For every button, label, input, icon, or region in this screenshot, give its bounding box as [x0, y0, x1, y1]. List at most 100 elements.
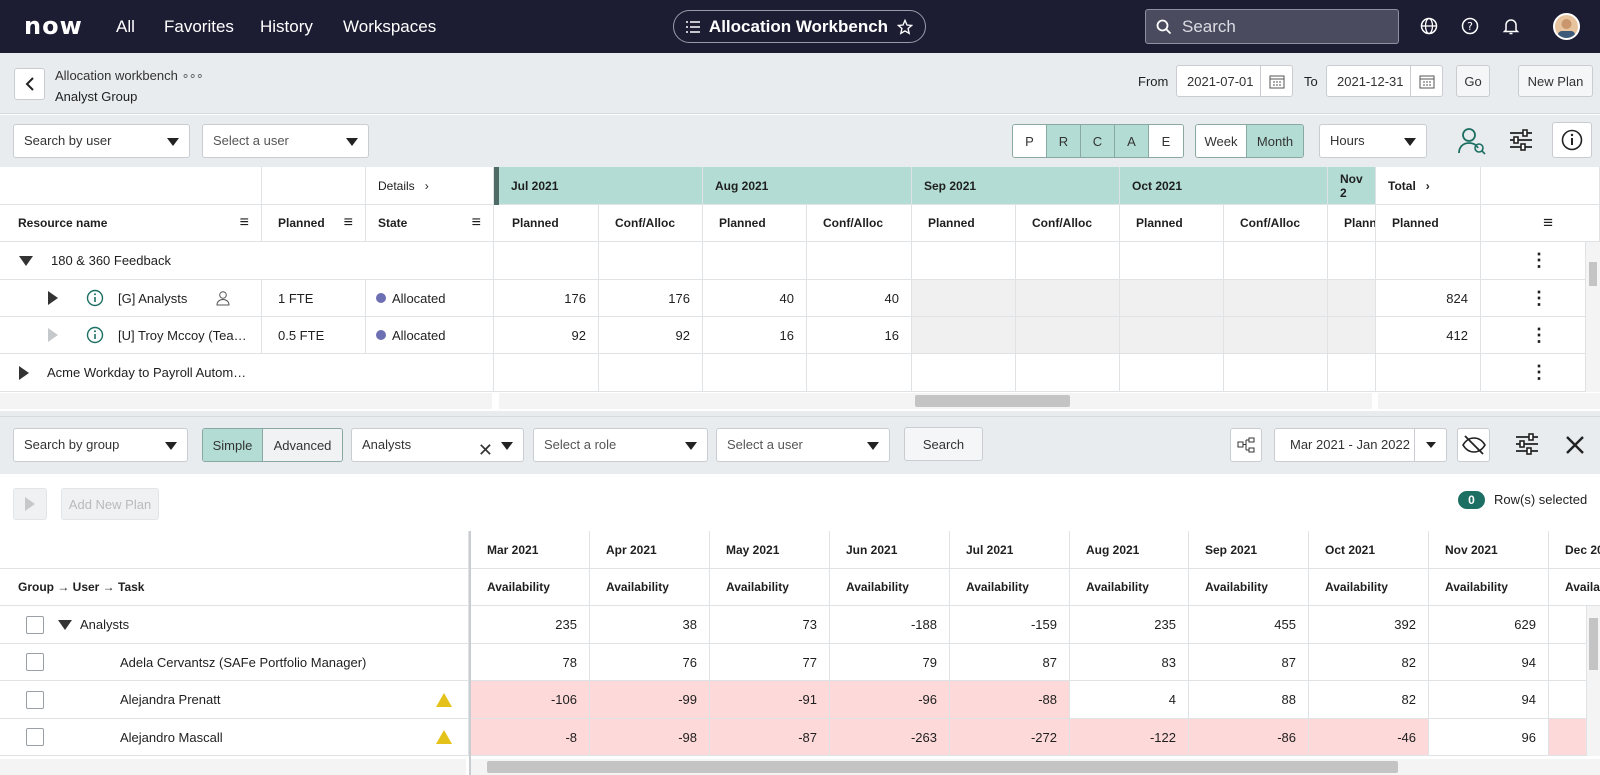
date-range-dropdown[interactable]: Mar 2021 - Jan 2022: [1274, 428, 1447, 462]
table-row[interactable]: [U] Troy Mccoy (Tea…: [0, 317, 262, 354]
back-button[interactable]: [14, 68, 45, 100]
group-select[interactable]: Analysts ✕: [351, 428, 524, 462]
simple-toggle[interactable]: Simple: [203, 429, 263, 461]
info-icon[interactable]: [86, 326, 104, 344]
state-c-toggle[interactable]: C: [1081, 125, 1115, 157]
row-actions-icon[interactable]: ⋮: [1481, 242, 1586, 280]
grid-cell[interactable]: 16: [703, 317, 807, 354]
row-checkbox[interactable]: [26, 728, 44, 746]
sliders-icon[interactable]: [1509, 129, 1533, 151]
horizontal-scrollbar[interactable]: [0, 759, 466, 775]
run-button[interactable]: [13, 488, 47, 520]
scrollbar-thumb[interactable]: [487, 761, 1398, 773]
add-new-plan-button[interactable]: Add New Plan: [61, 488, 159, 520]
row-actions-icon[interactable]: ⋮: [1481, 354, 1586, 392]
panel-divider[interactable]: [0, 411, 1600, 416]
close-icon[interactable]: [1565, 435, 1585, 455]
scrollbar-thumb[interactable]: [1589, 618, 1598, 670]
search-button[interactable]: Search: [904, 427, 983, 461]
collapse-icon[interactable]: [19, 255, 33, 266]
details-header[interactable]: Details ›: [366, 167, 494, 205]
to-date-field[interactable]: 2021-12-31: [1326, 65, 1443, 97]
row-actions-icon[interactable]: ⋮: [1481, 280, 1586, 317]
calendar-icon[interactable]: [1410, 66, 1442, 96]
servicenow-logo[interactable]: now: [24, 12, 83, 40]
table-row-group[interactable]: Analysts: [0, 606, 469, 644]
nav-workspaces[interactable]: Workspaces: [343, 17, 437, 36]
more-options-icon[interactable]: ∘∘∘: [181, 68, 203, 83]
help-icon[interactable]: ?: [1460, 16, 1480, 36]
row-checkbox[interactable]: [26, 615, 44, 634]
state-header[interactable]: State ≡: [366, 205, 494, 242]
expand-icon[interactable]: [48, 328, 58, 342]
calendar-icon[interactable]: [1260, 66, 1292, 96]
row-checkbox[interactable]: [26, 690, 44, 709]
row-checkbox[interactable]: [26, 653, 44, 671]
star-icon[interactable]: [897, 18, 914, 35]
new-plan-button[interactable]: New Plan: [1518, 65, 1593, 97]
unit-dropdown[interactable]: Hours: [1319, 124, 1427, 158]
clear-icon[interactable]: ✕: [477, 440, 493, 460]
scrollbar-thumb[interactable]: [915, 395, 1070, 407]
scrollbar-thumb[interactable]: [1589, 262, 1597, 286]
select-user-dropdown[interactable]: Select a user: [202, 124, 369, 158]
grid-cell[interactable]: 40: [703, 280, 807, 317]
user-select[interactable]: Select a user: [716, 428, 890, 462]
user-avatar[interactable]: [1553, 13, 1580, 40]
nav-all[interactable]: All: [116, 17, 135, 36]
nav-history[interactable]: History: [260, 17, 313, 36]
horizontal-scrollbar[interactable]: [1378, 393, 1600, 409]
planned-header[interactable]: Planned ≡: [262, 205, 366, 242]
table-row-group[interactable]: 180 & 360 Feedback: [0, 242, 494, 280]
state-e-toggle[interactable]: E: [1149, 125, 1183, 157]
week-toggle[interactable]: Week: [1196, 125, 1247, 157]
state-r-toggle[interactable]: R: [1047, 125, 1081, 157]
horizontal-scrollbar[interactable]: [471, 759, 1600, 775]
collapse-icon[interactable]: [58, 619, 72, 630]
column-menu-icon[interactable]: ≡: [1481, 205, 1600, 242]
search-by-user-dropdown[interactable]: Search by user: [13, 124, 190, 158]
column-menu-icon[interactable]: ≡: [239, 214, 249, 231]
state-p-toggle[interactable]: P: [1013, 125, 1047, 157]
go-button[interactable]: Go: [1456, 65, 1490, 97]
from-date-field[interactable]: 2021-07-01: [1176, 65, 1293, 97]
table-row[interactable]: Alejandro Mascall: [0, 719, 469, 756]
grid-cell[interactable]: 176: [599, 280, 703, 317]
table-row[interactable]: [G] Analysts: [0, 280, 262, 317]
vertical-scrollbar[interactable]: [1587, 606, 1600, 756]
nav-favorites[interactable]: Favorites: [164, 17, 234, 36]
search-by-group-dropdown[interactable]: Search by group: [13, 428, 188, 462]
column-menu-icon[interactable]: ≡: [343, 214, 353, 231]
expand-icon[interactable]: [48, 291, 58, 305]
bell-icon[interactable]: [1501, 16, 1521, 36]
table-row[interactable]: Alejandra Prenatt: [0, 681, 469, 719]
horizontal-scrollbar[interactable]: [499, 393, 1372, 409]
app-title-pill[interactable]: Allocation Workbench: [673, 10, 926, 43]
state-a-toggle[interactable]: A: [1115, 125, 1149, 157]
grid-cell[interactable]: 92: [599, 317, 703, 354]
row-actions-icon[interactable]: ⋮: [1481, 317, 1586, 354]
column-menu-icon[interactable]: ≡: [471, 214, 481, 231]
info-button[interactable]: [1552, 122, 1592, 158]
vertical-scrollbar[interactable]: [1586, 242, 1600, 392]
sliders-icon[interactable]: [1515, 433, 1539, 455]
advanced-toggle[interactable]: Advanced: [263, 429, 342, 461]
grid-cell[interactable]: 92: [494, 317, 599, 354]
table-row-group[interactable]: Acme Workday to Payroll Autom…: [0, 354, 494, 392]
grid-cell[interactable]: 176: [494, 280, 599, 317]
total-header[interactable]: Total ›: [1376, 167, 1481, 205]
info-icon[interactable]: [86, 289, 104, 307]
month-toggle[interactable]: Month: [1247, 125, 1303, 157]
resource-name-header[interactable]: Resource name ≡: [0, 205, 262, 242]
hierarchy-button[interactable]: [1230, 428, 1262, 462]
hide-button[interactable]: [1457, 428, 1490, 462]
expand-icon[interactable]: [19, 365, 29, 380]
horizontal-scrollbar[interactable]: [0, 393, 492, 409]
role-select[interactable]: Select a role: [533, 428, 708, 462]
grid-cell[interactable]: 40: [807, 280, 912, 317]
user-search-icon[interactable]: [1457, 127, 1487, 155]
global-search-input[interactable]: Search: [1145, 9, 1399, 44]
globe-icon[interactable]: [1419, 16, 1439, 36]
grid-cell[interactable]: 16: [807, 317, 912, 354]
table-row[interactable]: Adela Cervantsz (SAFe Portfolio Manager): [0, 644, 469, 681]
